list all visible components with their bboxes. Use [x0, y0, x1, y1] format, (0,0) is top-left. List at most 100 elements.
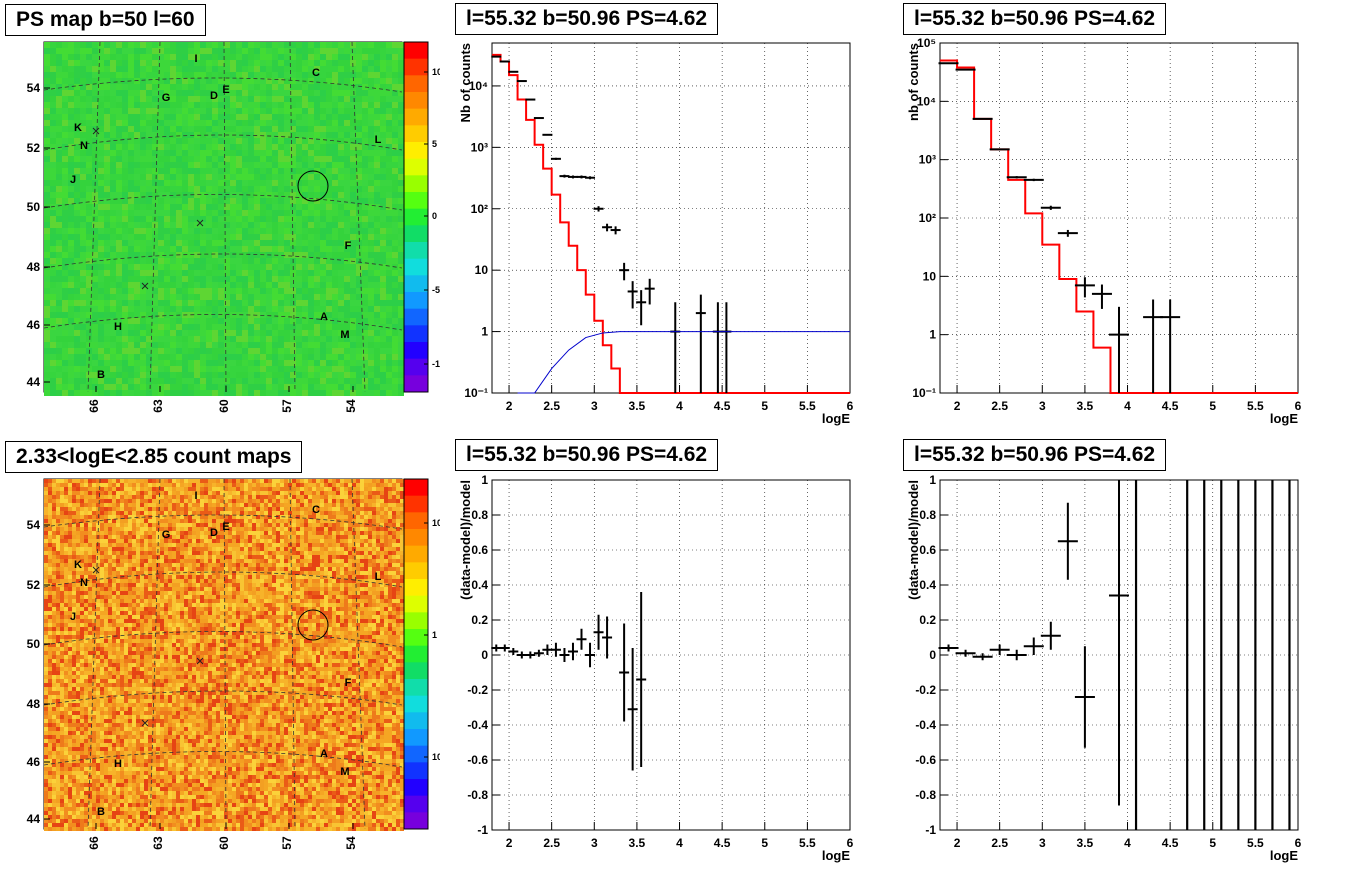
data-point	[627, 281, 638, 309]
x-tick-label: 3	[591, 836, 598, 850]
data-point	[972, 117, 993, 120]
y-tick-label: 10²	[471, 202, 488, 216]
count-map-x-ticks: 66 63 60 57 54	[87, 823, 358, 850]
data-point	[516, 651, 527, 659]
data-point	[955, 649, 976, 657]
y-tick-label: 10²	[919, 211, 936, 225]
data-point	[989, 644, 1010, 655]
map-x-tick-label: 54	[344, 399, 358, 413]
y-tick-label: 1	[481, 325, 488, 339]
map-y-tick-label: 48	[27, 697, 41, 711]
y-tick-label: 0.8	[471, 508, 488, 522]
map-letter-B: B	[97, 369, 105, 381]
data-point	[1160, 299, 1181, 393]
y-tick-label: 1	[929, 328, 936, 342]
count-colorbar	[404, 479, 428, 830]
x-tick-label: 2.5	[543, 399, 560, 413]
data-point	[499, 644, 510, 652]
y-tick-label: 10⁵	[917, 36, 936, 50]
x-tick-label: 5	[761, 836, 768, 850]
count-map-title: 2.33<logE<2.85 count maps	[5, 441, 303, 473]
data-point	[525, 651, 536, 659]
data-point	[644, 278, 655, 305]
map-letter-J: J	[70, 611, 76, 623]
count-map-y-ticks: 54 52 50 48 46 44	[27, 518, 50, 826]
data-point	[602, 616, 613, 659]
map-y-tick-label: 52	[27, 141, 41, 155]
map-letter-H: H	[114, 321, 122, 333]
map-letter-E: E	[222, 84, 229, 96]
ps-map-y-ticks: 54 52 50 48 46 44	[27, 81, 50, 389]
y-tick-label: 1	[481, 473, 488, 487]
x-axis-label: logE	[822, 848, 850, 863]
ps-map-x-ticks: 66 63 60 57 54	[87, 386, 358, 413]
map-y-tick-label: 54	[27, 518, 41, 532]
data-point	[525, 98, 536, 101]
data-point	[989, 148, 1010, 151]
y-tick-label: -0.2	[467, 683, 488, 697]
y-tick-label: 10	[475, 263, 489, 277]
data-point	[627, 648, 638, 771]
data-point	[550, 157, 561, 160]
data-point	[559, 174, 570, 178]
data-point	[619, 262, 630, 281]
y-tick-label: -0.6	[467, 753, 488, 767]
source-circle	[297, 609, 329, 641]
map-letter-M: M	[340, 766, 349, 778]
map-letter-M: M	[340, 329, 349, 341]
map-y-tick-label: 46	[27, 755, 41, 769]
data-point	[593, 206, 604, 212]
colorbar-tick-label: 10⁻¹	[432, 752, 440, 762]
data-point	[567, 175, 578, 179]
map-letter-I: I	[194, 490, 197, 502]
data-point	[491, 644, 502, 652]
map-y-tick-label: 50	[27, 637, 41, 651]
x-tick-label: 4	[1124, 836, 1131, 850]
y-tick-label: 10³	[919, 153, 936, 167]
map-y-tick-label: 44	[27, 375, 41, 389]
spectrum-left-title: l=55.32 b=50.96 PS=4.62	[455, 3, 719, 35]
map-letter-L: L	[375, 134, 382, 146]
y-tick-label: -0.6	[915, 753, 936, 767]
x-tick-label: 3	[1039, 399, 1046, 413]
x-axis-label: logE	[822, 411, 850, 426]
x-tick-label: 6	[847, 399, 854, 413]
model-step-line	[492, 53, 850, 394]
map-y-tick-label: 48	[27, 260, 41, 274]
colorbar-tick-label: 1	[432, 630, 437, 640]
spectrum-chart-right: 2 2.5 3 3.5 4 4.5 5 5.5 6 10⁻¹ 1 10 10² 10³ 10⁴ 10⁵ logE…	[906, 36, 1302, 426]
data-point	[508, 648, 519, 655]
x-tick-label: 5	[1209, 399, 1216, 413]
map-x-tick-label: 63	[151, 836, 165, 850]
x-tick-label: 6	[1295, 399, 1302, 413]
data-point	[610, 226, 621, 235]
map-x-tick-label: 57	[280, 399, 294, 413]
data-point	[1057, 502, 1078, 580]
y-axis-label: (data-model)/model	[458, 480, 473, 600]
y-tick-label: -1	[477, 823, 488, 837]
x-tick-label: 2	[506, 836, 513, 850]
y-axis-label: Nb of counts	[458, 43, 473, 122]
x-tick-label: 4	[676, 836, 683, 850]
data-point	[585, 176, 596, 180]
x-tick-label: 4	[676, 399, 683, 413]
map-letter-F: F	[345, 677, 352, 689]
data-point	[695, 294, 706, 393]
x-tick-label: 4.5	[714, 836, 731, 850]
data-point	[567, 642, 578, 661]
data-point	[938, 644, 959, 652]
x-tick-label: 4.5	[1162, 836, 1179, 850]
source-circle	[297, 170, 329, 202]
map-y-tick-label: 46	[27, 318, 41, 332]
data-point	[619, 623, 630, 722]
cross-markers	[92, 127, 204, 290]
cross-markers	[92, 566, 204, 727]
map-letter-F: F	[345, 240, 352, 252]
map-x-tick-label: 60	[217, 399, 231, 413]
map-letter-C: C	[312, 504, 320, 516]
x-tick-label: 3.5	[629, 836, 646, 850]
residual-chart-right: 2 2.5 3 3.5 4 4.5 5 5.5 6 1 0.8 0.6 0.4 0.2 0 -0.2 -0.4 -…	[906, 473, 1302, 863]
data-point	[1040, 621, 1061, 650]
y-axis-label: nb of counts	[906, 43, 921, 121]
data-point	[1057, 229, 1078, 237]
